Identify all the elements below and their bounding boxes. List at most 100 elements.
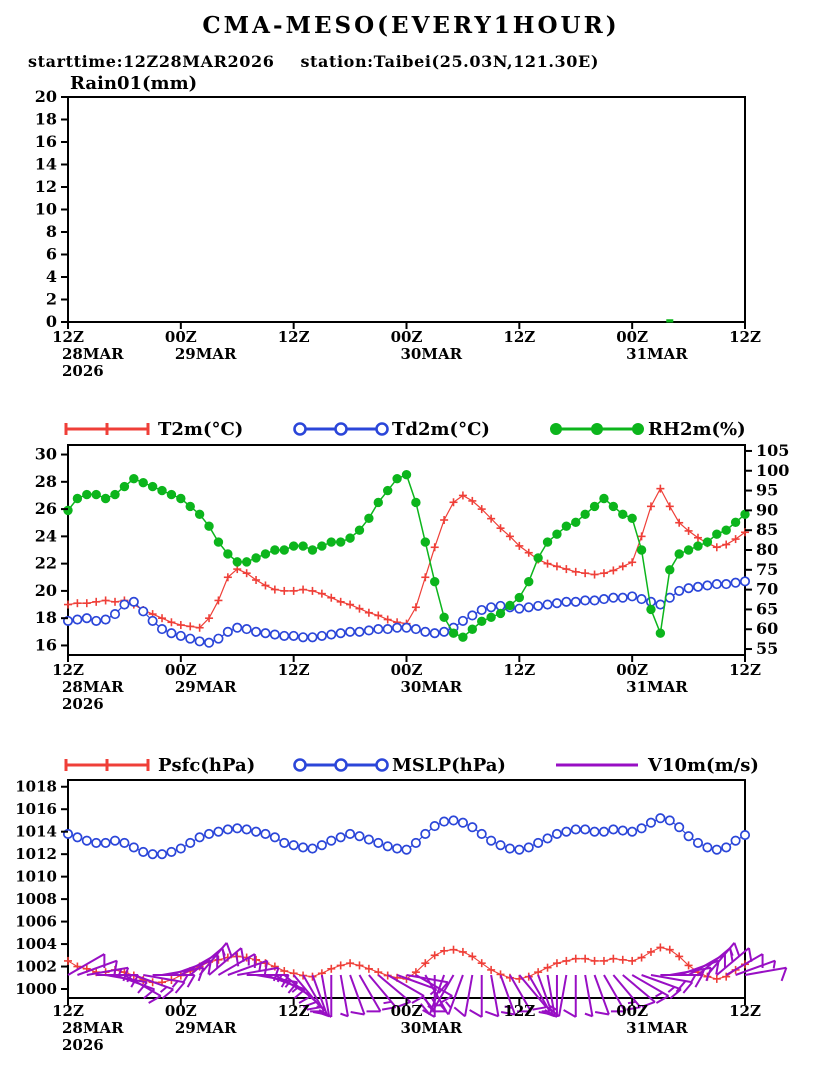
wind-barb-shaft [123, 974, 162, 997]
wind-barb-shaft [716, 947, 750, 976]
y-tick-label: 26 [35, 499, 57, 518]
marker-MSLP(hPa) [354, 831, 365, 842]
y-tick-label: 1010 [15, 868, 57, 886]
marker-MSLP(hPa) [627, 826, 638, 837]
marker-MSLP(hPa) [636, 823, 647, 834]
x-tick-time-label: 00Z [165, 328, 197, 346]
wind-barb-half-tick [667, 986, 676, 993]
marker-MSLP(hPa) [335, 832, 346, 843]
marker-Td2m(°C) [298, 632, 309, 643]
wind-barb-shaft [499, 974, 516, 1015]
marker-Td2m(°C) [203, 637, 215, 648]
marker-RH2m(%) [157, 485, 167, 496]
y-tick-label: 8 [46, 222, 57, 241]
legend-label: RH2m(%) [648, 419, 746, 440]
marker-RH2m(%) [176, 493, 186, 504]
rain-bar [666, 319, 674, 323]
wind-barb-shaft [358, 974, 382, 1012]
wind-barb-tick [186, 974, 196, 988]
wind-barb-shaft [67, 953, 105, 976]
marker-Td2m(°C) [636, 594, 647, 605]
legend-dot-marker [591, 423, 603, 435]
marker-RH2m(%) [655, 628, 666, 638]
y-tick-label: 70 [756, 580, 778, 599]
marker-Td2m(°C) [138, 606, 149, 617]
y-tick-label: 55 [756, 639, 778, 658]
marker-RH2m(%) [477, 616, 487, 627]
marker-Td2m(°C) [241, 624, 252, 635]
marker-Td2m(°C) [486, 602, 497, 613]
marker-MSLP(hPa) [279, 837, 290, 848]
wind-barb-tick [438, 1003, 450, 1016]
marker-Td2m(°C) [156, 624, 168, 635]
starttime-label: starttime:12Z28MAR2026 [28, 52, 275, 71]
x-tick-time-label: 00Z [165, 661, 197, 679]
marker-RH2m(%) [119, 481, 130, 492]
marker-Td2m(°C) [109, 609, 121, 620]
marker-Td2m(°C) [335, 628, 346, 639]
marker-RH2m(%) [373, 497, 383, 508]
marker-RH2m(%) [72, 493, 83, 504]
marker-MSLP(hPa) [420, 828, 431, 839]
wind-barb-tick [500, 1011, 516, 1016]
marker-RH2m(%) [317, 541, 327, 551]
legend-label: Td2m(°C) [392, 419, 490, 440]
marker-Td2m(°C) [570, 596, 581, 607]
marker-MSLP(hPa) [730, 835, 741, 846]
marker-RH2m(%) [326, 537, 336, 547]
marker-RH2m(%) [63, 505, 73, 516]
marker-MSLP(hPa) [702, 842, 713, 853]
x-tick-time-label: 12Z [52, 1002, 84, 1020]
wind-barb-shaft [77, 959, 118, 976]
x-tick-date-label: 31MAR [626, 678, 688, 696]
marker-Td2m(°C) [627, 591, 638, 602]
x-tick-time-label: 12Z [503, 328, 535, 346]
wind-barb-shaft [527, 974, 551, 1012]
marker-Td2m(°C) [739, 576, 751, 587]
marker-MSLP(hPa) [373, 837, 384, 848]
wind-barb-tick [694, 974, 704, 988]
x-tick-time-label: 00Z [391, 328, 423, 346]
marker-Td2m(°C) [467, 610, 478, 621]
legend-dot-marker [632, 423, 644, 435]
marker-RH2m(%) [241, 557, 252, 567]
marker-RH2m(%) [571, 517, 581, 527]
x-tick-date-label: 29MAR [175, 345, 237, 363]
marker-RH2m(%) [298, 541, 308, 551]
panel-frame [67, 779, 746, 999]
marker-MSLP(hPa) [476, 828, 487, 839]
legend-label: V10m(m/s) [647, 755, 759, 776]
marker-MSLP(hPa) [109, 835, 121, 846]
wind-barb-half-tick [690, 974, 697, 983]
marker-MSLP(hPa) [439, 816, 450, 827]
wind-barb-tick [682, 981, 694, 994]
marker-RH2m(%) [251, 553, 261, 563]
x-tick-date-label: 31MAR [626, 345, 688, 363]
marker-RH2m(%) [279, 545, 289, 555]
marker-Td2m(°C) [721, 579, 732, 590]
legend-circle-marker [293, 758, 307, 772]
marker-RH2m(%) [693, 541, 703, 551]
marker-RH2m(%) [82, 489, 92, 500]
wind-barb-tick [438, 981, 449, 994]
marker-RH2m(%) [495, 608, 506, 619]
marker-RH2m(%) [448, 628, 459, 638]
marker-Td2m(°C) [128, 596, 139, 607]
x-tick-time-label: 00Z [616, 1002, 648, 1020]
wind-barb-tick [484, 1010, 499, 1018]
wind-barb-tick [544, 1009, 558, 1018]
wind-barb-shaft [518, 974, 548, 1008]
marker-Td2m(°C) [551, 598, 562, 609]
wind-barb-shaft [584, 974, 594, 1017]
wind-barb-tick [780, 967, 788, 982]
y-tick-label: 4 [46, 267, 57, 286]
x-tick-time-label: 12Z [729, 661, 761, 679]
x-tick-time-label: 12Z [729, 328, 761, 346]
y-tick-label: 1004 [15, 935, 57, 953]
x-tick-date-label: 29MAR [175, 1019, 237, 1037]
wind-barb-shaft [283, 974, 318, 1003]
marker-RH2m(%) [580, 509, 590, 520]
marker-Td2m(°C) [185, 633, 196, 644]
marker-MSLP(hPa) [580, 824, 591, 835]
